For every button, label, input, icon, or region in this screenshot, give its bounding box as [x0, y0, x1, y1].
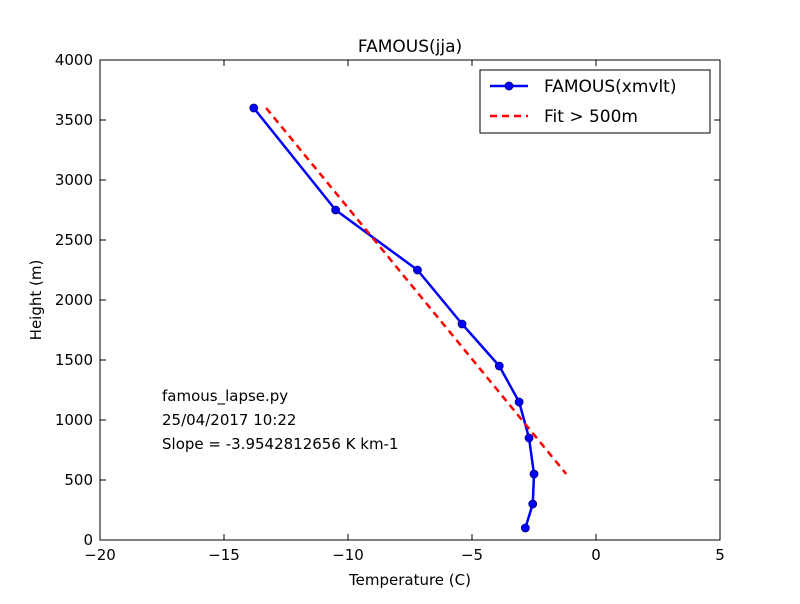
data-point-series-1-1	[249, 103, 259, 113]
y-tick-label-4: 1500	[55, 351, 93, 369]
annotation-slope: Slope = -3.9542812656 K km-1	[162, 435, 399, 453]
x-tick-label-1: −20	[84, 546, 116, 564]
annotation-script-name: famous_lapse.py	[162, 387, 288, 406]
annotation-block: famous_lapse.py 25/04/2017 10:22 Slope =…	[162, 387, 399, 453]
chart-title: FAMOUS(jja)	[358, 37, 462, 57]
data-point-series-1-8	[529, 469, 539, 479]
series-line-2	[265, 107, 568, 475]
plot-area: −20 −15 −10 −5 0 5 0 500 1000 1500 2000 2500 3000 350…	[55, 51, 725, 564]
legend-label-series-1: FAMOUS(xmvlt)	[544, 77, 676, 97]
legend-frame	[479, 69, 711, 134]
x-axis-label: Temperature (C)	[348, 571, 471, 589]
x-tick-label-5: 0	[591, 546, 601, 564]
y-tick-label-7: 3000	[55, 171, 93, 189]
legend: FAMOUS(xmvlt) Fit > 500m	[479, 69, 711, 134]
y-tick-label-1: 0	[83, 531, 93, 549]
series-line-1	[252, 107, 536, 529]
legend-label-series-2: Fit > 500m	[544, 107, 638, 127]
y-tick-label-3: 1000	[55, 411, 93, 429]
data-point-series-1-9	[528, 499, 538, 509]
y-tick-label-6: 2500	[55, 231, 93, 249]
y-axis-label: Height (m)	[27, 260, 45, 341]
x-tick-label-4: −5	[461, 546, 483, 564]
data-point-series-1-6	[514, 397, 524, 407]
legend-marker-series-1	[504, 81, 514, 91]
y-tick-label-9: 4000	[55, 51, 93, 69]
x-tick-label-6: 5	[715, 546, 725, 564]
x-tick-label-3: −10	[332, 546, 364, 564]
x-tick-label-2: −15	[208, 546, 240, 564]
annotation-timestamp: 25/04/2017 10:22	[162, 411, 296, 429]
y-tick-label-5: 2000	[55, 291, 93, 309]
data-point-series-1-4	[457, 319, 467, 329]
y-tick-label-2: 500	[64, 471, 93, 489]
data-point-series-1-5	[494, 361, 504, 371]
data-point-series-1-7	[524, 433, 534, 443]
data-point-series-1-10	[520, 523, 530, 533]
data-point-series-1-2	[331, 205, 341, 215]
data-point-series-1-3	[413, 265, 422, 275]
y-tick-label-8: 3500	[55, 111, 93, 129]
